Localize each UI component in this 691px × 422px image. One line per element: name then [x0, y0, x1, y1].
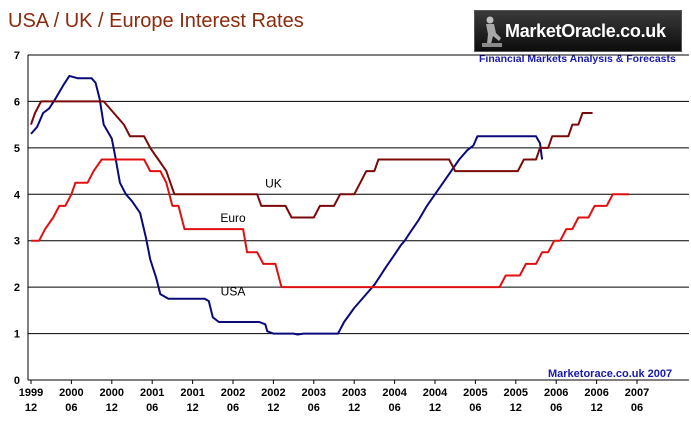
x-tick-month: 12	[348, 402, 360, 414]
x-tick-year: 2004	[423, 387, 448, 399]
x-tick-month: 06	[227, 402, 239, 414]
x-tick-month: 12	[25, 402, 37, 414]
x-tick-year: 2000	[100, 387, 124, 399]
y-tick-label: 3	[14, 236, 20, 248]
x-tick-month: 06	[631, 402, 643, 414]
x-tick-year: 2000	[59, 387, 83, 399]
y-tick-label: 7	[14, 50, 20, 62]
x-tick-year: 2006	[544, 387, 568, 399]
x-tick-month: 12	[267, 402, 279, 414]
y-tick-label: 0	[14, 375, 20, 387]
series-label-usa: USA	[221, 285, 246, 299]
y-tick-label: 4	[14, 189, 21, 201]
x-tick-month: 06	[146, 402, 158, 414]
y-tick-label: 6	[14, 96, 20, 108]
watermark: Marketorace.co.uk 2007	[548, 368, 672, 380]
gridlines	[28, 54, 689, 335]
x-tick-year: 2003	[342, 387, 366, 399]
series-label-uk: UK	[265, 176, 282, 190]
x-tick-year: 2003	[302, 387, 326, 399]
series-lines	[30, 74, 629, 336]
series-label-euro: Euro	[220, 211, 246, 225]
chart-title: USA / UK / Europe Interest Rates	[8, 10, 304, 32]
x-tick-year: 1999	[19, 387, 43, 399]
x-tick-year: 2007	[625, 387, 649, 399]
x-tick-year: 2006	[584, 387, 608, 399]
x-tick-month: 06	[388, 402, 400, 414]
x-axis	[27, 55, 689, 381]
series-labels: USA UK Euro	[220, 176, 281, 298]
x-tick-month: 06	[550, 402, 562, 414]
x-tick-month: 12	[106, 402, 118, 414]
x-tick-month: 12	[590, 402, 602, 414]
logo-text: MarketOracle.co.uk	[505, 21, 666, 41]
x-axis-ticks: 1999 12 2000 06 2000 12 2001 06 2001 12 2002 06 2002…	[19, 380, 649, 414]
series-line-usa	[30, 74, 544, 336]
x-tick-year: 2002	[221, 387, 245, 399]
y-axis-ticks: 0 1 2 3 4 5 6 7	[14, 50, 21, 387]
x-tick-month: 12	[186, 402, 198, 414]
statue-icon	[482, 16, 502, 47]
y-tick-label: 5	[14, 143, 20, 155]
x-tick-year: 2004	[382, 387, 407, 399]
x-tick-month: 06	[469, 402, 481, 414]
x-tick-year: 2005	[463, 387, 487, 399]
x-tick-year: 2002	[261, 387, 285, 399]
x-tick-month: 06	[65, 402, 77, 414]
x-tick-year: 2005	[504, 387, 528, 399]
y-tick-label: 1	[14, 329, 20, 341]
x-tick-year: 2001	[140, 387, 164, 399]
series-line-uk	[30, 100, 593, 219]
x-tick-month: 12	[510, 402, 522, 414]
y-tick-label: 2	[14, 282, 20, 294]
x-tick-year: 2001	[180, 387, 204, 399]
logo-tagline: Financial Markets Analysis & Forecasts	[479, 53, 676, 65]
marketoracle-logo: MarketOracle.co.uk	[474, 10, 682, 52]
series-line-euro	[31, 158, 629, 289]
x-tick-month: 12	[429, 402, 441, 414]
x-tick-month: 06	[308, 402, 320, 414]
